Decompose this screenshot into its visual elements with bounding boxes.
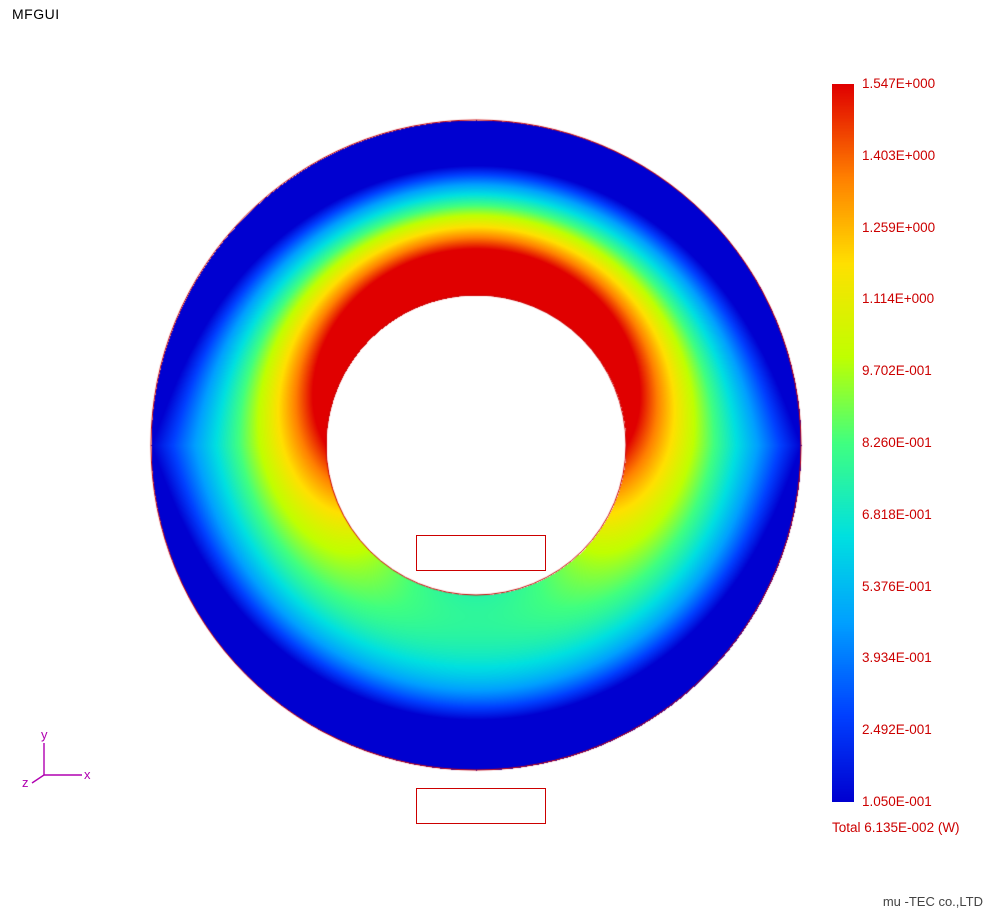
- legend-tick: 2.492E-001: [862, 722, 932, 737]
- axis-triad: y z x: [30, 735, 90, 788]
- total-readout: Total 6.135E-002 (W): [832, 820, 960, 835]
- axis-y-label: y: [41, 727, 48, 742]
- legend-tick: 3.934E-001: [862, 650, 932, 665]
- axis-triad-icon: [30, 735, 90, 785]
- legend-tick: 1.259E+000: [862, 220, 935, 235]
- axis-z-label: z: [22, 775, 29, 790]
- color-legend: 1.547E+0001.403E+0001.259E+0001.114E+000…: [832, 84, 974, 802]
- legend-tick: 1.114E+000: [862, 291, 934, 306]
- legend-tick: 5.376E-001: [862, 579, 932, 594]
- simulation-viewport: MFGUI y z x 1.547E+0001.403E+0001.259E+0…: [0, 0, 989, 913]
- legend-tick: 8.260E-001: [862, 435, 932, 450]
- color-legend-bar: [832, 84, 854, 802]
- legend-tick: 9.702E-001: [862, 363, 932, 378]
- axis-x-label: x: [84, 767, 91, 782]
- legend-tick: 1.403E+000: [862, 148, 935, 163]
- legend-tick: 1.547E+000: [862, 76, 935, 91]
- vendor-footer: mu -TEC co.,LTD: [883, 894, 983, 909]
- inset-marker-upper: [416, 535, 546, 571]
- legend-tick: 1.050E-001: [862, 794, 932, 809]
- legend-tick: 6.818E-001: [862, 507, 932, 522]
- inset-marker-lower: [416, 788, 546, 824]
